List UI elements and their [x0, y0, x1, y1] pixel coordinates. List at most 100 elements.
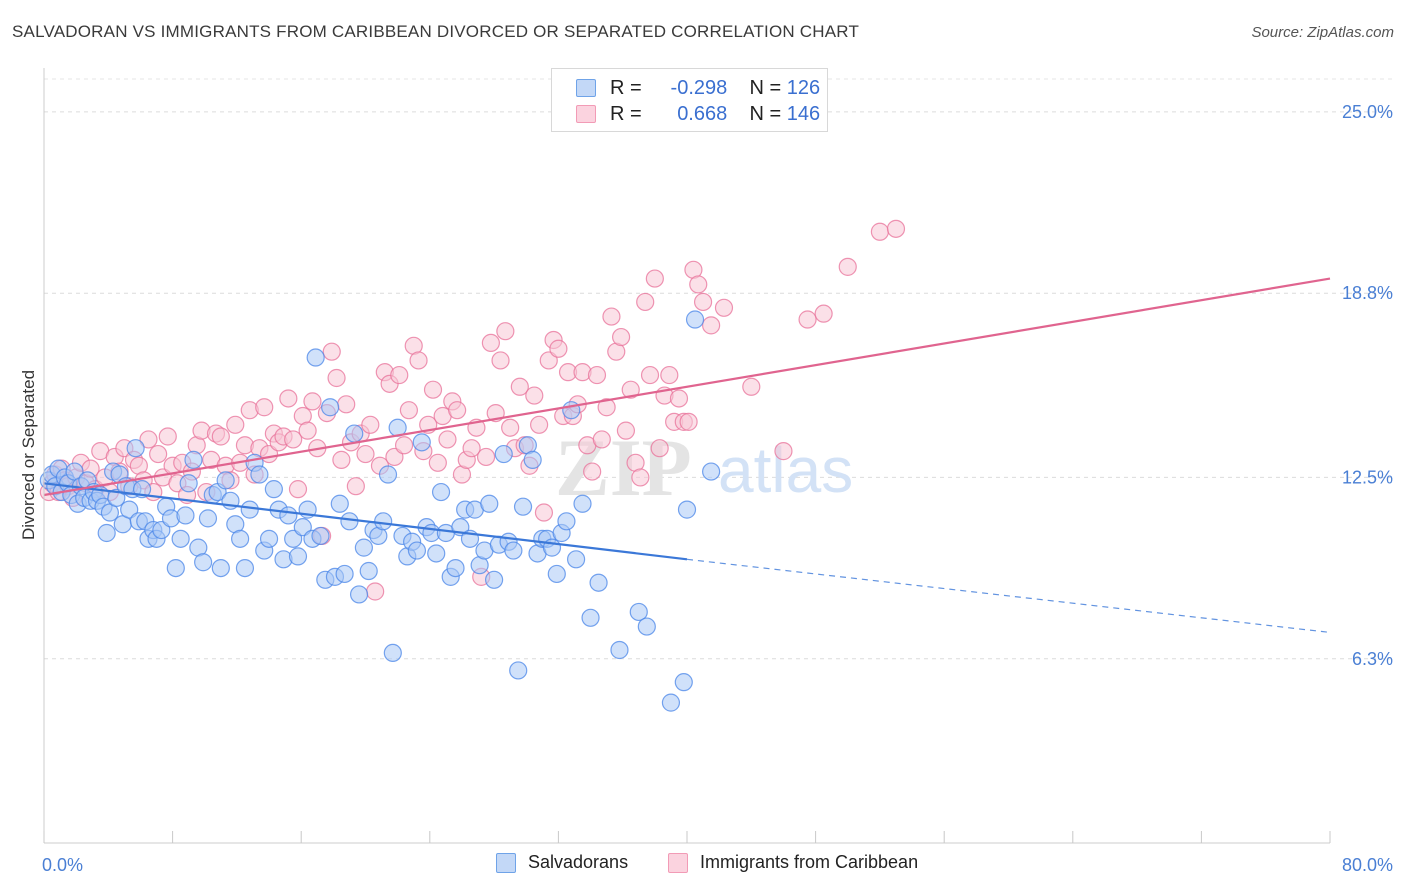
data-point	[645, 269, 664, 288]
legend-r-label: R =	[610, 76, 642, 99]
data-point	[240, 500, 259, 519]
data-point	[549, 339, 568, 358]
data-point	[428, 453, 447, 472]
data-point	[774, 442, 793, 461]
data-point	[366, 582, 385, 601]
data-point	[448, 401, 467, 420]
data-point	[97, 523, 116, 543]
trend-lines	[43, 277, 1331, 634]
data-point	[321, 398, 340, 417]
data-point	[798, 310, 817, 329]
data-point	[427, 544, 446, 563]
data-point	[631, 468, 650, 487]
data-point	[870, 222, 890, 241]
data-point	[337, 395, 356, 414]
data-point	[438, 430, 457, 449]
data-point	[152, 520, 171, 540]
data-point	[611, 327, 631, 347]
legend-r-value: -0.298	[670, 76, 728, 99]
data-point	[513, 497, 533, 516]
data-point	[194, 553, 213, 572]
correlation-legend: R = -0.298 N = 126 R = 0.668 N = 146	[551, 68, 828, 132]
data-point	[361, 415, 380, 434]
data-point	[235, 558, 255, 578]
data-point	[476, 447, 496, 467]
data-point	[583, 462, 602, 481]
data-point	[330, 494, 349, 513]
data-point	[509, 661, 528, 680]
data-point	[689, 275, 708, 294]
data-point	[231, 529, 250, 548]
data-point	[409, 351, 428, 370]
data-point	[345, 424, 364, 443]
legend-label: Salvadorans	[528, 852, 629, 872]
legend-r-value: 0.668	[677, 102, 728, 125]
data-point	[359, 561, 378, 581]
chart-title: SALVADORAN VS IMMIGRANTS FROM CARIBBEAN …	[12, 22, 860, 41]
data-point	[814, 304, 833, 323]
data-point	[597, 398, 616, 417]
data-point	[534, 503, 554, 522]
legend-row-salvadorans: R = -0.298 N = 126	[576, 76, 820, 100]
data-point	[126, 439, 145, 458]
data-point	[650, 439, 669, 458]
y-tick-label: 25.0%	[1342, 102, 1393, 122]
legend-swatch-blue	[576, 79, 596, 97]
legend-r-label: R =	[610, 102, 642, 125]
data-point	[431, 482, 451, 502]
data-point	[149, 444, 168, 464]
data-point	[332, 450, 351, 469]
data-point	[702, 316, 721, 335]
data-point	[107, 488, 126, 508]
data-point	[340, 512, 359, 531]
data-point	[480, 494, 499, 513]
legend-n-value: 146	[786, 102, 821, 125]
data-point	[394, 436, 414, 455]
y-tick-label: 18.8%	[1342, 283, 1393, 303]
data-point	[399, 401, 419, 420]
x-tick-label-min: 0.0%	[42, 855, 83, 875]
data-point	[547, 564, 566, 584]
data-point	[679, 412, 698, 431]
data-point	[742, 377, 761, 396]
data-point	[693, 292, 713, 312]
data-point	[510, 377, 529, 396]
data-point	[279, 389, 298, 408]
legend-row-caribbean: R = 0.668 N = 146	[576, 102, 820, 126]
data-point	[423, 380, 443, 399]
data-point	[306, 348, 325, 367]
data-point	[211, 558, 230, 578]
data-point	[539, 351, 558, 370]
data-point	[714, 298, 734, 317]
series-legend: Salvadorans Immigrants from Caribbean	[0, 850, 1406, 880]
data-point	[250, 465, 269, 484]
trend-line-salvadorans	[43, 482, 688, 561]
data-point	[349, 585, 369, 604]
data-point	[446, 558, 465, 578]
data-point	[610, 640, 629, 660]
data-point	[407, 541, 427, 560]
x-tick-label-max: 80.0%	[1342, 855, 1393, 875]
data-point	[485, 570, 504, 589]
data-point	[176, 506, 195, 525]
data-point	[255, 398, 274, 417]
data-point	[589, 573, 608, 592]
data-point	[592, 430, 611, 449]
data-point	[293, 518, 312, 537]
series-salvadorans-points	[39, 310, 721, 712]
legend-item-caribbean[interactable]: Immigrants from Caribbean	[668, 852, 918, 873]
data-point	[346, 477, 365, 496]
legend-item-salvadorans[interactable]: Salvadorans	[496, 852, 628, 873]
data-point	[288, 480, 308, 499]
data-point	[259, 529, 279, 548]
data-point	[504, 541, 523, 560]
data-point	[166, 558, 185, 578]
source-label: Source: ZipAtlas.com	[1251, 24, 1394, 41]
y-tick-labels: 6.3% 12.5% 18.8% 25.0%	[1342, 102, 1393, 669]
data-point	[354, 538, 373, 557]
data-point	[198, 509, 218, 528]
data-point	[621, 380, 640, 399]
data-point	[674, 673, 693, 692]
data-point	[356, 444, 375, 464]
data-point	[660, 365, 679, 385]
